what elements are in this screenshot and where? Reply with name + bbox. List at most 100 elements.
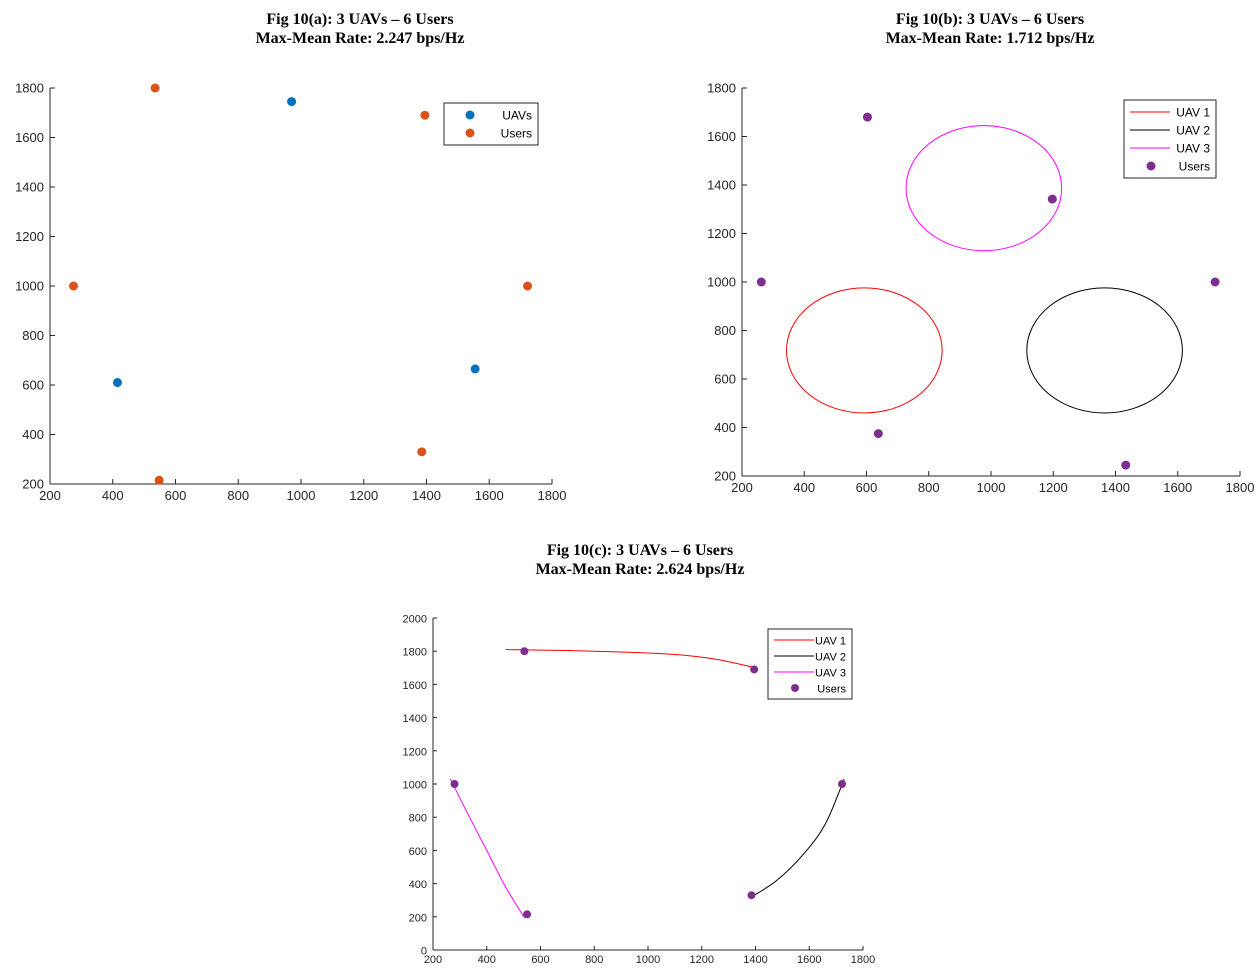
chart-a-users-point	[420, 110, 430, 120]
chart-a-legend-uavs-label: UAVs	[502, 109, 532, 123]
chart-b-x-tick-label: 1600	[1163, 480, 1192, 495]
chart-b-uav-2-trajectory	[1026, 287, 1183, 414]
chart-b-x-tick-label: 200	[731, 480, 753, 495]
chart-b-y-tick-label: 200	[714, 469, 736, 484]
chart-b-y-tick-label: 1400	[707, 178, 736, 193]
chart-c-x-tick-label: 1200	[690, 954, 714, 966]
chart-a-uavs-point	[112, 378, 122, 388]
chart-b-y-tick-label: 400	[714, 420, 736, 435]
chart-c-title-block: Fig 10(c): 3 UAVs – 6 Users Max-Mean Rat…	[430, 541, 850, 579]
chart-b-x-tick-label: 1000	[977, 480, 1006, 495]
chart-a-y-tick-label: 1000	[15, 279, 44, 294]
chart-a-title-block: Fig 10(a): 3 UAVs – 6 Users Max-Mean Rat…	[150, 10, 570, 48]
chart-c-x-tick-label: 1800	[851, 954, 875, 966]
chart-c-legend-uav-3-label: UAV 3	[815, 668, 846, 680]
chart-a-x-tick-label: 200	[39, 488, 61, 503]
chart-b-legend-box	[1123, 99, 1217, 179]
chart-a-legend-users-label: Users	[501, 127, 532, 141]
chart-b-y-tick-label: 1600	[707, 129, 736, 144]
chart-a-x-tick-label: 1600	[475, 488, 504, 503]
chart-c-legend-uav-1-label: UAV 1	[815, 636, 846, 648]
chart-c-users-point	[750, 665, 759, 674]
chart-a-x-tick-label: 1000	[287, 488, 316, 503]
chart-b-x-tick-label: 400	[793, 480, 815, 495]
chart-b-title: Fig 10(b): 3 UAVs – 6 Users	[895, 11, 1085, 28]
chart-b-legend-uav-2-label: UAV 2	[1176, 124, 1210, 138]
chart-c-y-tick-label: 1400	[403, 713, 427, 725]
chart-c-uav-2-trajectory	[749, 778, 845, 899]
chart-c-legend: UAV 1 UAV 2 UAV 3 Users	[767, 628, 853, 700]
chart-b-y-tick-label: 1800	[707, 81, 736, 96]
chart-a-y-tick-label: 1200	[15, 229, 44, 244]
chart-c-users-point	[747, 891, 756, 900]
chart-b-subtitle: Max-Mean Rate: 1.712 bps/Hz	[885, 30, 1095, 47]
chart-c-y-tick-label: 1800	[403, 647, 427, 659]
chart-a-title: Fig 10(a): 3 UAVs – 6 Users	[266, 11, 454, 28]
chart-b-x-tick-label: 600	[856, 480, 878, 495]
chart-c-x-tick-label: 1000	[636, 954, 660, 966]
chart-c-y-tick-label: 800	[409, 813, 427, 825]
chart-b-x-tick-label: 1400	[1101, 480, 1130, 495]
chart-a-y-tick-label: 200	[22, 477, 44, 492]
chart-c-users-point	[520, 647, 529, 656]
chart-b-y-tick-label: 800	[714, 323, 736, 338]
chart-c-users-point	[523, 910, 532, 919]
chart-a-x-tick-label: 1800	[538, 488, 567, 503]
chart-b-x-tick-label: 1200	[1039, 480, 1068, 495]
chart-c: 200 400 600 800 1000 1200 1400 1600 180002004006…	[403, 614, 876, 967]
chart-c-subtitle: Max-Mean Rate: 2.624 bps/Hz	[535, 561, 745, 578]
chart-c-title: Fig 10(c): 3 UAVs – 6 Users	[546, 542, 734, 559]
chart-c-legend-users-label: Users	[817, 684, 846, 696]
chart-b-users-point	[756, 277, 766, 287]
chart-a-y-tick-label: 400	[22, 427, 44, 442]
chart-a-x-tick-label: 600	[165, 488, 187, 503]
chart-a-users-point	[154, 475, 164, 485]
chart-b-legend-users-label: Users	[1179, 160, 1210, 174]
chart-c-y-tick-label: 2000	[403, 614, 427, 626]
chart-b-users-point	[1210, 277, 1220, 287]
chart-a-users-point	[150, 83, 160, 93]
chart-c-y-tick-label: 200	[409, 912, 427, 924]
chart-b-users-point	[1047, 194, 1057, 204]
chart-a-users-point	[69, 281, 79, 291]
chart-a: 200 400 600 800 1000 1200 1400 1600 1800 200 400 60…	[15, 81, 566, 504]
chart-c-uav-3-trajectory	[450, 778, 525, 918]
chart-b-x-tick-label: 1800	[1226, 480, 1255, 495]
chart-b-legend: UAV 1 UAV 2 UAV 3 Users	[1123, 99, 1217, 179]
chart-a-x-tick-label: 1200	[349, 488, 378, 503]
chart-c-y-tick-label: 1000	[403, 780, 427, 792]
chart-a-legend-uavs-marker	[465, 110, 475, 120]
chart-c-uav-1-trajectory	[505, 649, 756, 669]
chart-a-y-tick-label: 1600	[15, 130, 44, 145]
chart-c-y-tick-label: 400	[409, 879, 427, 891]
chart-a-y-tick-label: 600	[22, 378, 44, 393]
chart-c-legend-uav-2-label: UAV 2	[815, 652, 846, 664]
chart-a-legend-users-marker	[465, 128, 475, 138]
chart-b-legend-uav-1-label: UAV 1	[1176, 106, 1210, 120]
chart-a-y-tick-label: 1800	[15, 81, 44, 96]
chart-a-legend-box	[443, 102, 539, 146]
chart-b-users-point	[873, 429, 883, 439]
chart-a-y-tick-label: 1400	[15, 180, 44, 195]
chart-a-y-tick-label: 800	[22, 328, 44, 343]
chart-b-uav-3-trajectory	[905, 125, 1063, 252]
chart-b-title-block: Fig 10(b): 3 UAVs – 6 Users Max-Mean Rat…	[780, 10, 1200, 48]
chart-b-users-point	[1121, 460, 1131, 470]
chart-c-x-tick-label: 200	[424, 954, 442, 966]
chart-a-legend: UAVs Users	[443, 102, 539, 146]
chart-b-uav-1-trajectory	[786, 287, 943, 414]
chart-a-uavs-point	[470, 364, 480, 374]
chart-a-x-tick-label: 400	[102, 488, 124, 503]
chart-a-x-tick-label: 800	[227, 488, 249, 503]
chart-c-x-tick-label: 1400	[743, 954, 767, 966]
chart-b-y-tick-label: 600	[714, 372, 736, 387]
chart-c-y-tick-label: 1200	[403, 746, 427, 758]
chart-c-x-tick-label: 1600	[797, 954, 821, 966]
chart-c-x-tick-label: 400	[478, 954, 496, 966]
chart-a-users-point	[417, 447, 427, 457]
chart-c-y-tick-label: 1600	[403, 680, 427, 692]
chart-b-legend-users-marker	[1146, 161, 1156, 171]
chart-b-y-tick-label: 1000	[707, 275, 736, 290]
chart-b-y-tick-label: 1200	[707, 226, 736, 241]
